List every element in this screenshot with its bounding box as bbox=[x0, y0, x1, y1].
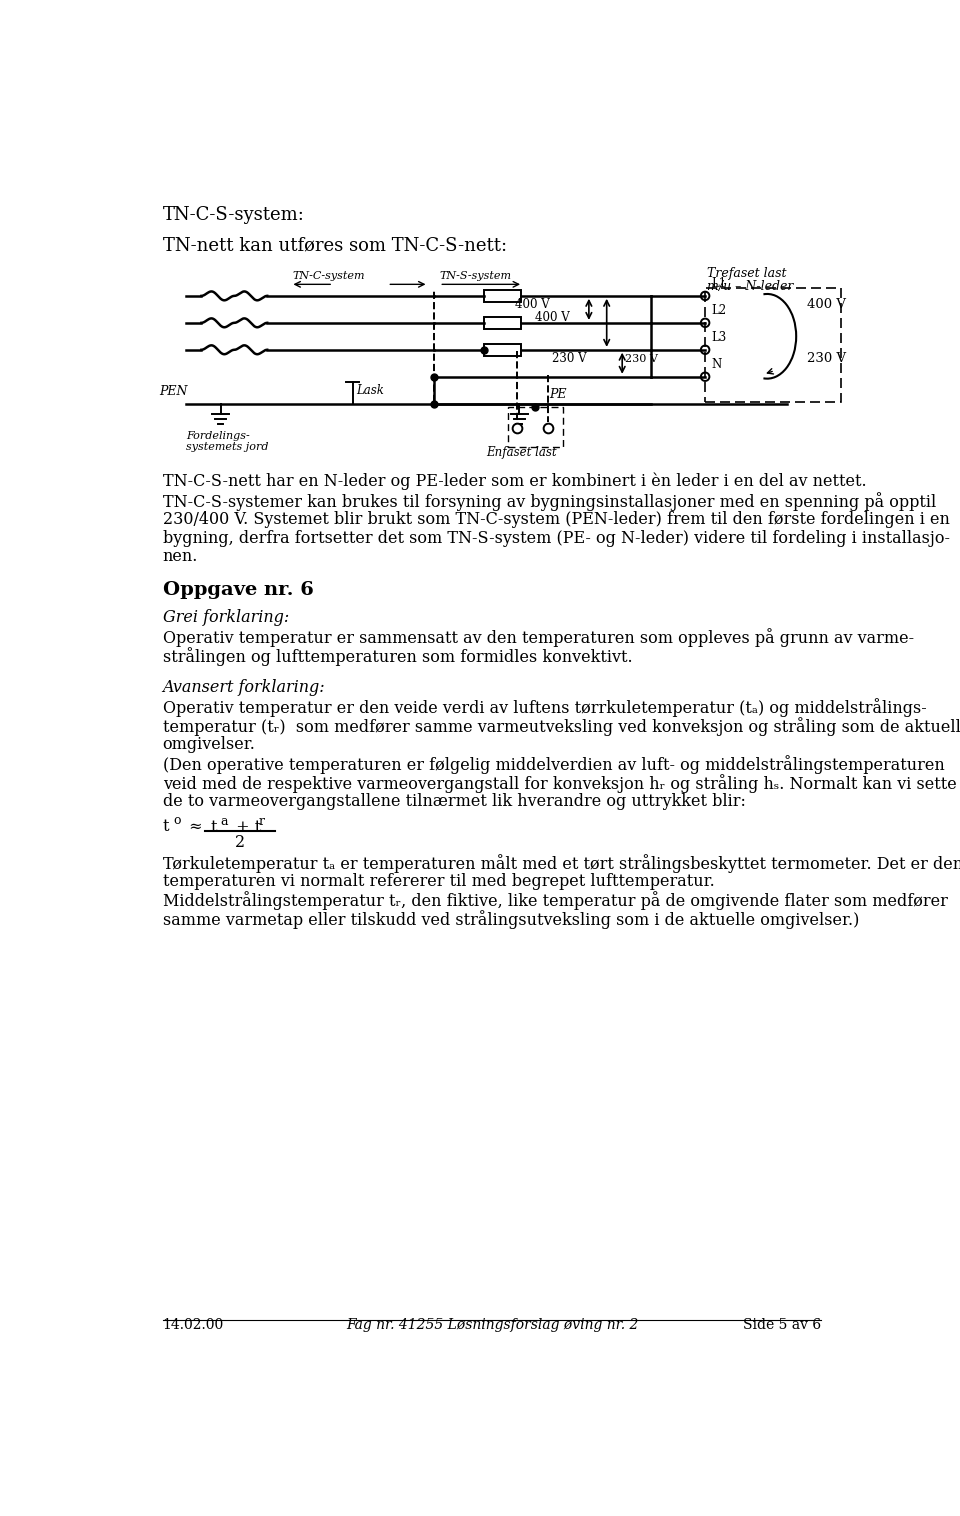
Text: Fag nr. 41255 Løsningsforslag øving nr. 2: Fag nr. 41255 Løsningsforslag øving nr. … bbox=[346, 1319, 638, 1333]
Text: bygning, derfra fortsetter det som TN-S-system (PE- og N-leder) videre til forde: bygning, derfra fortsetter det som TN-S-… bbox=[162, 529, 949, 547]
Text: omgivelser.: omgivelser. bbox=[162, 735, 255, 753]
Text: Middelstrålingstemperatur tᵣ, den fiktive, like temperatur på de omgivende flate: Middelstrålingstemperatur tᵣ, den fiktiv… bbox=[162, 891, 948, 911]
Text: Operativ temperatur er sammensatt av den temperaturen som oppleves på grunn av v: Operativ temperatur er sammensatt av den… bbox=[162, 628, 914, 647]
Text: t: t bbox=[162, 817, 169, 834]
Bar bbox=[484, 317, 521, 329]
Text: PEN: PEN bbox=[158, 385, 187, 399]
Text: L1: L1 bbox=[711, 277, 727, 291]
Text: strålingen og lufttemperaturen som formidles konvektivt.: strålingen og lufttemperaturen som formi… bbox=[162, 647, 633, 666]
Text: N: N bbox=[711, 358, 722, 371]
Text: 14.02.00: 14.02.00 bbox=[162, 1319, 224, 1333]
Text: Side 5 av 6: Side 5 av 6 bbox=[743, 1319, 822, 1333]
Bar bbox=[484, 344, 521, 356]
Text: 400 V: 400 V bbox=[535, 311, 569, 324]
Text: TN-S-system: TN-S-system bbox=[440, 271, 512, 282]
Text: (Den operative temperaturen er følgelig middelverdien av luft- og middelstråling: (Den operative temperaturen er følgelig … bbox=[162, 755, 945, 773]
Text: TN-C-system: TN-C-system bbox=[292, 271, 365, 282]
Text: 230 V: 230 V bbox=[807, 352, 847, 365]
Text: Operativ temperatur er den veide verdi av luftens tørrkuletemperatur (tₐ) og mid: Operativ temperatur er den veide verdi a… bbox=[162, 699, 926, 717]
Text: Lask: Lask bbox=[356, 385, 384, 397]
Text: TN-C-S-systemer kan brukes til forsyning av bygningsinstallasjoner med en spenni: TN-C-S-systemer kan brukes til forsyning… bbox=[162, 491, 936, 511]
Text: L2: L2 bbox=[711, 305, 727, 317]
Text: Tørkuletemperatur tₐ er temperaturen målt med et tørt strålingsbeskyttet termome: Tørkuletemperatur tₐ er temperaturen mål… bbox=[162, 854, 960, 873]
Text: TN-nett kan utføres som TN-C-S-nett:: TN-nett kan utføres som TN-C-S-nett: bbox=[162, 236, 507, 255]
Text: de to varmeovergangstallene tilnærmet lik hverandre og uttrykket blir:: de to varmeovergangstallene tilnærmet li… bbox=[162, 793, 746, 810]
Text: samme varmetap eller tilskudd ved strålingsutveksling som i de aktuelle omgivels: samme varmetap eller tilskudd ved stråli… bbox=[162, 910, 859, 929]
Text: temperatur (tᵣ)  som medfører samme varmeutveksling ved konveksjon og stråling s: temperatur (tᵣ) som medfører samme varme… bbox=[162, 717, 960, 735]
Bar bbox=[508, 406, 564, 447]
Text: ≈: ≈ bbox=[183, 817, 207, 834]
Text: 230 V: 230 V bbox=[625, 353, 659, 364]
Text: o: o bbox=[174, 814, 181, 826]
Text: a: a bbox=[221, 816, 228, 828]
Text: TN-C-S-nett har en N-leder og PE-leder som er kombinert i èn leder i en del av n: TN-C-S-nett har en N-leder og PE-leder s… bbox=[162, 473, 866, 491]
Text: 230 V: 230 V bbox=[552, 352, 587, 365]
Text: t: t bbox=[210, 819, 217, 837]
Text: temperaturen vi normalt refererer til med begrepet lufttemperatur.: temperaturen vi normalt refererer til me… bbox=[162, 873, 714, 890]
Text: 400 V: 400 V bbox=[807, 297, 847, 311]
Bar bbox=[706, 288, 841, 402]
Text: Grei forklaring:: Grei forklaring: bbox=[162, 609, 289, 626]
Text: Oppgave nr. 6: Oppgave nr. 6 bbox=[162, 581, 314, 599]
Text: L3: L3 bbox=[711, 332, 727, 344]
Text: + t: + t bbox=[230, 819, 261, 837]
Text: r: r bbox=[259, 816, 265, 828]
Text: TN-C-S-system:: TN-C-S-system: bbox=[162, 206, 304, 224]
Text: nen.: nen. bbox=[162, 549, 198, 565]
Text: m/u – N-leder: m/u – N-leder bbox=[708, 280, 794, 293]
Text: 230/400 V. Systemet blir brukt som TN-C-system (PEN-leder) frem til den første f: 230/400 V. Systemet blir brukt som TN-C-… bbox=[162, 511, 949, 528]
Text: Enfaset last: Enfaset last bbox=[486, 446, 557, 459]
Text: PE: PE bbox=[549, 388, 566, 402]
Bar bbox=[484, 290, 521, 302]
Text: 400 V: 400 V bbox=[516, 297, 550, 311]
Text: Avansert forklaring:: Avansert forklaring: bbox=[162, 679, 325, 696]
Text: 2: 2 bbox=[235, 834, 245, 852]
Text: Trefaset last: Trefaset last bbox=[708, 267, 787, 280]
Text: Fordelings-
systemets jord: Fordelings- systemets jord bbox=[186, 431, 269, 452]
Text: veid med de respektive varmeovergangstall for konveksjon hᵣ og stråling hₛ. Norm: veid med de respektive varmeovergangstal… bbox=[162, 773, 956, 793]
